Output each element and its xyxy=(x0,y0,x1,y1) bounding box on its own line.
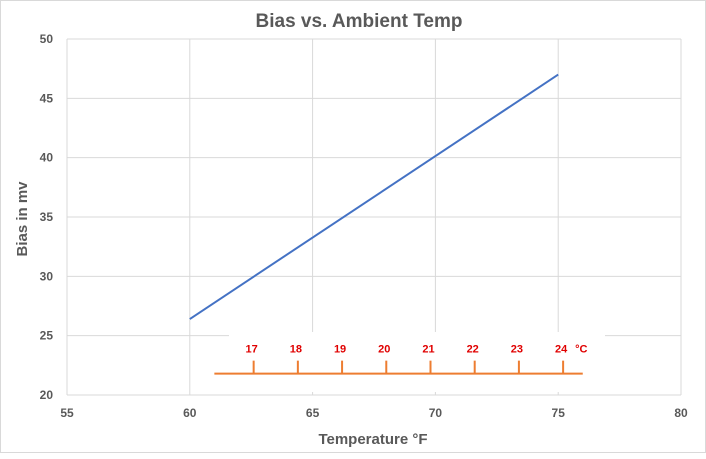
y-axis-label: Bias in mv xyxy=(14,181,31,257)
celsius-tick-label: 24 xyxy=(555,344,568,356)
x-axis-label: Temperature °F xyxy=(318,431,427,448)
y-tick-label: 40 xyxy=(40,151,54,165)
x-tick-label: 65 xyxy=(306,406,320,420)
series-line xyxy=(189,73,559,320)
y-tick-label: 25 xyxy=(40,329,54,343)
celsius-tick-label: 20 xyxy=(378,344,390,356)
axis-ticks: 55 60 65 70 75 80 20 25 30 35 40 45 50 xyxy=(40,32,688,420)
x-tick-label: 60 xyxy=(183,406,197,420)
celsius-tick-label: 19 xyxy=(334,344,346,356)
celsius-tick-label: 17 xyxy=(246,344,258,356)
x-tick-label: 55 xyxy=(60,406,74,420)
y-tick-label: 30 xyxy=(40,269,54,283)
celsius-tick-label: 18 xyxy=(290,344,302,356)
celsius-tick-label: 21 xyxy=(422,344,434,356)
x-tick-label: 80 xyxy=(674,406,688,420)
y-tick-label: 20 xyxy=(40,388,54,402)
y-tick-label: 50 xyxy=(40,32,54,46)
gridlines xyxy=(66,38,682,396)
celsius-unit-label: °C xyxy=(575,344,587,356)
celsius-scale-background xyxy=(229,332,605,392)
y-tick-label: 45 xyxy=(40,91,54,105)
chart-title: Bias vs. Ambient Temp xyxy=(256,11,463,32)
celsius-tick-label: 22 xyxy=(467,344,479,356)
x-tick-label: 75 xyxy=(552,406,566,420)
series-lines xyxy=(189,73,559,320)
y-tick-label: 35 xyxy=(40,210,54,224)
celsius-tick-label: 23 xyxy=(511,344,523,356)
celsius-scale: 17 18 19 20 21 22 23 24 °C xyxy=(214,332,605,392)
x-tick-label: 70 xyxy=(429,406,443,420)
